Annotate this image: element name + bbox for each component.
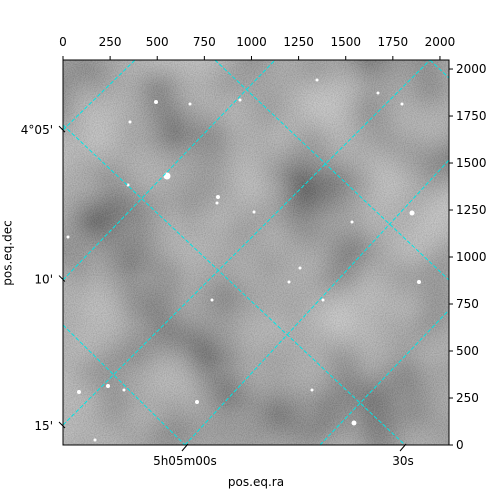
x-axis-label: pos.eq.ra — [228, 475, 284, 489]
y-tick-label: 750 — [456, 297, 479, 311]
x-tick-label: 1750 — [378, 35, 409, 49]
sky-image — [63, 60, 449, 445]
dec-tick — [58, 125, 66, 133]
frame — [62, 59, 450, 446]
y-tick-label: 0 — [456, 438, 464, 452]
y-tick-label: 1000 — [456, 250, 487, 264]
y-tick-label: 1250 — [456, 203, 487, 217]
stars — [66, 78, 421, 442]
ra-tick-label: 30s — [392, 454, 414, 468]
x-tick-label: 1500 — [330, 35, 361, 49]
y-tick-label: 1500 — [456, 156, 487, 170]
y-axis-label: pos.eq.dec — [1, 220, 15, 285]
ra-tick-label: 5h05m00s — [153, 454, 217, 468]
dec-tick — [58, 275, 66, 282]
coordinate-grid — [63, 60, 449, 445]
x-tick-label: 250 — [99, 35, 122, 49]
x-tick-label: 1000 — [236, 35, 267, 49]
x-tick-label: 2000 — [425, 35, 456, 49]
y-tick-label: 500 — [456, 344, 479, 358]
ra-tick — [181, 443, 189, 452]
dec-tick-label: 15' — [34, 419, 53, 433]
x-tick-label: 0 — [59, 35, 67, 49]
x-tick-label: 500 — [146, 35, 169, 49]
y-tick-label: 1750 — [456, 109, 487, 123]
dec-tick-label: 4°05' — [21, 123, 53, 137]
dec-tick — [58, 421, 66, 429]
dec-tick-label: 10' — [34, 273, 53, 287]
y-tick-label: 250 — [456, 391, 479, 405]
x-tick-label: 1250 — [283, 35, 314, 49]
y-tick-label: 2000 — [456, 62, 487, 76]
x-tick-label: 750 — [193, 35, 216, 49]
ra-tick — [399, 443, 407, 452]
